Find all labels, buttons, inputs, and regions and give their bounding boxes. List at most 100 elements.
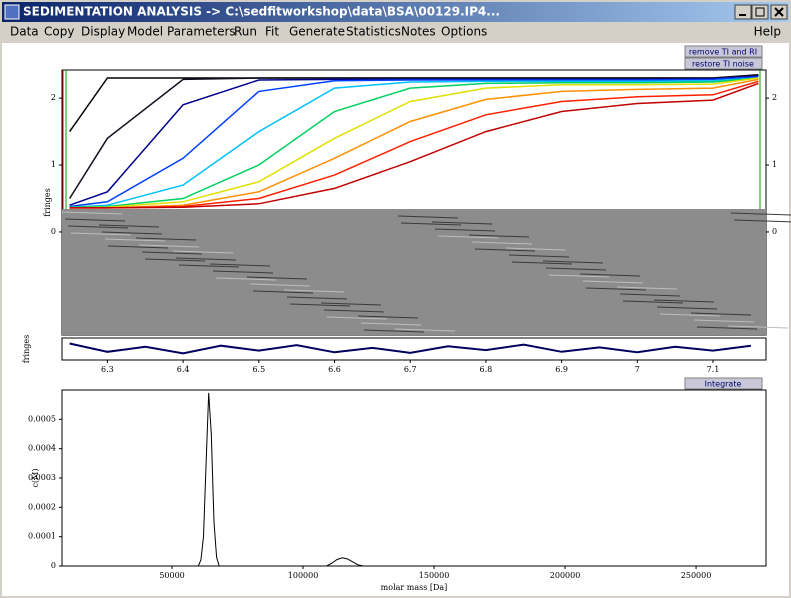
residual-streak: [656, 306, 718, 310]
menu-item[interactable]: Model: [127, 25, 163, 39]
residual-streak: [730, 212, 791, 216]
x-tick-label: 6.7: [404, 365, 417, 374]
residual-streak: [431, 221, 493, 225]
data-line: [69, 75, 759, 208]
x-tick-label: 6.8: [480, 365, 493, 374]
menu-item[interactable]: Statistics: [346, 25, 401, 39]
y-tick-label: 0: [51, 561, 56, 570]
residual-streak: [215, 277, 277, 281]
y-tick-label: 0.0004: [28, 444, 56, 453]
y-tick-label: 0: [772, 227, 777, 236]
y-tick-label: 0.0005: [28, 414, 56, 423]
residual-streak: [585, 287, 647, 291]
y-tick-label: 2: [51, 93, 56, 102]
residual-streak: [64, 218, 126, 222]
y-tick-label: 0: [51, 227, 56, 236]
menu-item[interactable]: Options: [441, 25, 487, 39]
residual-streak: [283, 289, 345, 293]
y-tick-label: 0.0001: [28, 532, 56, 541]
x-tick-label: 6.4: [177, 365, 190, 374]
residual-streak: [144, 258, 206, 262]
x-axis-label: molar mass [Da]: [381, 583, 448, 592]
y-tick-label: 2: [772, 93, 777, 102]
x-tick-label: 6.6: [328, 365, 341, 374]
residual-streak: [175, 257, 237, 261]
residual-streak: [212, 270, 274, 274]
menu-item[interactable]: Data: [10, 25, 39, 39]
x-tick-label: 6.9: [555, 365, 568, 374]
residual-streak: [653, 299, 715, 303]
plot-data: [68, 73, 759, 209]
residual-streak: [246, 276, 308, 280]
x-tick-label: 250000: [681, 571, 712, 580]
residual-streak: [474, 248, 536, 252]
x-tick-label: 7: [635, 365, 640, 374]
menu-item[interactable]: Display: [81, 25, 125, 39]
residual-streak: [437, 235, 499, 239]
button-label[interactable]: Integrate: [705, 380, 742, 389]
residual-streak: [468, 234, 530, 238]
residual-streak: [289, 303, 351, 307]
residual-streak: [135, 237, 197, 241]
menu-item[interactable]: Parameters: [167, 25, 236, 39]
residual-streak: [141, 251, 203, 255]
y-tick-label: 1: [51, 160, 56, 169]
data-line: [69, 77, 759, 209]
icon: [774, 7, 784, 17]
minimize-button[interactable]: [734, 4, 752, 20]
y-axis-label: fringes: [22, 335, 31, 363]
app-icon: [4, 4, 20, 20]
button[interactable]: [684, 45, 763, 58]
menu-item[interactable]: Fit: [265, 25, 279, 39]
x-tick-label: 50000: [159, 571, 184, 580]
residual-streak: [548, 274, 610, 278]
window-controls[interactable]: [734, 4, 788, 20]
window-title: SEDIMENTATION ANALYSIS -> C:\sedfitworks…: [23, 5, 500, 19]
y-tick-label: 1: [772, 160, 777, 169]
plot-frame: [61, 337, 767, 361]
residual-streak: [471, 241, 533, 245]
residual-streak: [616, 286, 678, 290]
y-axis-label: fringes: [43, 188, 52, 216]
residual-streak: [357, 315, 419, 319]
maximize-button[interactable]: [751, 4, 769, 20]
x-tick-label: 100000: [288, 571, 319, 580]
residual-streak: [138, 244, 200, 248]
residual-streak: [696, 326, 758, 330]
y-axis-label: c(M): [31, 469, 40, 488]
title-bar: [2, 2, 789, 22]
button[interactable]: [684, 57, 763, 70]
plot-frame: [61, 389, 767, 567]
residual-streak: [252, 290, 314, 294]
residual-streak: [733, 219, 791, 223]
residual-streak: [397, 215, 459, 219]
data-line: [69, 77, 759, 208]
residual-streak: [249, 283, 311, 287]
residual-streak: [107, 245, 169, 249]
residual-streak: [400, 222, 462, 226]
plot-data: [62, 392, 766, 566]
residual-streak: [323, 309, 385, 313]
data-line: [69, 78, 759, 209]
y-tick-label: 0.0002: [28, 502, 56, 511]
menu-item[interactable]: Help: [754, 25, 781, 39]
menu-item[interactable]: Generate: [289, 25, 345, 39]
residual-streak: [98, 224, 160, 228]
residual-streak: [542, 260, 604, 264]
residual-streak: [104, 238, 166, 242]
button-label[interactable]: restore TI noise: [692, 60, 754, 69]
residual-streak: [70, 232, 132, 236]
residual-streak: [394, 328, 456, 332]
residual-streak: [511, 261, 573, 265]
button[interactable]: [684, 377, 763, 390]
residual-streak: [286, 296, 348, 300]
menu-item[interactable]: Copy: [44, 25, 74, 39]
menu-item[interactable]: Notes: [401, 25, 436, 39]
data-line: [68, 74, 759, 199]
residual-streak: [67, 225, 129, 229]
data-line: [69, 82, 759, 209]
button-label[interactable]: remove TI and RI: [689, 48, 757, 57]
menu-item[interactable]: Run: [234, 25, 257, 39]
x-tick-label: 7.1: [707, 365, 720, 374]
